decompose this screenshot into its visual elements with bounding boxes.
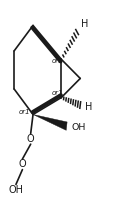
Text: H: H — [81, 19, 89, 29]
Text: or1: or1 — [19, 109, 31, 115]
Text: O: O — [27, 134, 34, 144]
Polygon shape — [33, 114, 67, 130]
Text: OH: OH — [71, 123, 86, 132]
Text: OH: OH — [8, 185, 23, 195]
Text: H: H — [85, 102, 93, 112]
Text: or1: or1 — [52, 59, 64, 64]
Text: O: O — [19, 159, 26, 169]
Text: or1: or1 — [52, 90, 64, 96]
